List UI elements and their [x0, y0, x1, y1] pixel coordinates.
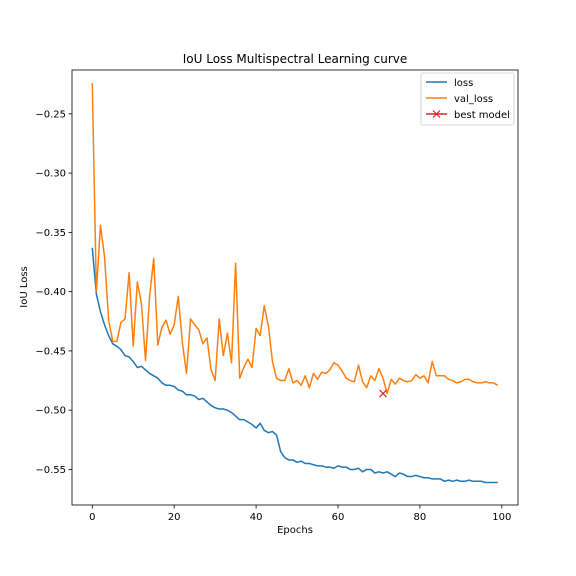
- y-tick-label: −0.35: [35, 228, 66, 239]
- legend-label-loss: loss: [454, 78, 473, 89]
- series-layer: [91, 83, 499, 484]
- marker-layer: [379, 389, 387, 398]
- best-model-marker: [379, 389, 387, 398]
- legend-box: [420, 72, 515, 126]
- y-axis-label: IoU Loss: [19, 266, 30, 308]
- y-tick-label: −0.55: [35, 465, 66, 476]
- x-tick-label: 100: [492, 512, 511, 523]
- x-tick-label: 60: [332, 512, 345, 523]
- x-axis-label: Epochs: [277, 525, 313, 536]
- legend: loss val_loss best model: [420, 72, 515, 126]
- legend-label-best-model: best model: [454, 110, 510, 121]
- y-tick-label: −0.25: [35, 109, 66, 120]
- axis-ticks: 0 20 40 60 80 100 −0.55 −0.50 −0.45 −0.40 −0.35 −0.…: [35, 109, 511, 523]
- x-tick-label: 40: [250, 512, 263, 523]
- y-tick-label: −0.40: [35, 287, 66, 298]
- y-tick-label: −0.45: [35, 346, 66, 357]
- x-tick-label: 0: [89, 512, 95, 523]
- series-line-loss: [91, 247, 498, 484]
- y-tick-label: −0.50: [35, 406, 66, 417]
- chart-title: IoU Loss Multispectral Learning curve: [183, 52, 407, 66]
- x-tick-label: 80: [414, 512, 427, 523]
- x-tick-label: 20: [168, 512, 181, 523]
- legend-best-model-x-icon: [432, 110, 441, 118]
- legend-label-val-loss: val_loss: [454, 94, 493, 105]
- y-tick-label: −0.30: [35, 169, 66, 180]
- series-line-val-loss: [91, 83, 499, 395]
- plot-area-frame: [71, 69, 519, 506]
